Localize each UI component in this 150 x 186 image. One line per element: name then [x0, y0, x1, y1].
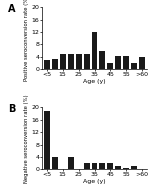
Bar [44, 111, 50, 169]
Bar [107, 63, 113, 69]
Bar [139, 57, 145, 69]
Bar [123, 56, 129, 69]
Bar [52, 59, 58, 69]
Bar [107, 163, 113, 169]
Bar [44, 60, 50, 69]
Bar [115, 166, 121, 169]
Bar [68, 157, 74, 169]
Text: B: B [8, 104, 16, 114]
X-axis label: Age (y): Age (y) [83, 179, 106, 184]
Bar [99, 163, 105, 169]
Bar [84, 54, 90, 69]
Bar [123, 168, 129, 169]
Y-axis label: Negative seroconversion rate (%): Negative seroconversion rate (%) [24, 94, 28, 183]
Bar [131, 166, 137, 169]
Bar [92, 163, 98, 169]
Bar [92, 32, 98, 69]
Bar [68, 54, 74, 69]
Bar [131, 63, 137, 69]
Bar [52, 157, 58, 169]
Bar [76, 54, 82, 69]
Bar [84, 163, 90, 169]
Bar [60, 54, 66, 69]
X-axis label: Age (y): Age (y) [83, 79, 106, 84]
Text: A: A [8, 4, 16, 14]
Bar [115, 56, 121, 69]
Y-axis label: Positive seroconversion rate (%): Positive seroconversion rate (%) [24, 0, 28, 81]
Bar [99, 51, 105, 69]
